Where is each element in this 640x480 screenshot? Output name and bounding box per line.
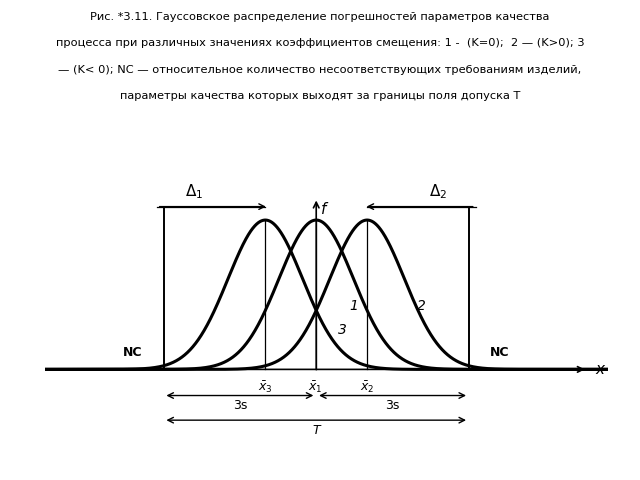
Text: 3: 3 <box>337 323 346 336</box>
Text: 3s: 3s <box>385 399 400 412</box>
Text: T: T <box>312 424 320 437</box>
Text: $\bar{x}_3$: $\bar{x}_3$ <box>258 379 273 395</box>
Text: f: f <box>321 202 326 217</box>
Text: $\Delta_1$: $\Delta_1$ <box>185 182 204 201</box>
Text: $\bar{x}_1$: $\bar{x}_1$ <box>308 379 322 395</box>
Text: 2: 2 <box>417 299 426 312</box>
Text: 3s: 3s <box>233 399 247 412</box>
Text: параметры качества которых выходят за границы поля допуска T: параметры качества которых выходят за гр… <box>120 91 520 101</box>
Text: NC: NC <box>490 346 509 359</box>
Text: x: x <box>596 362 605 377</box>
Text: $\bar{x}_2$: $\bar{x}_2$ <box>360 379 374 395</box>
Text: $\Delta_2$: $\Delta_2$ <box>429 182 447 201</box>
Text: — (K< 0); NC — относительное количество несоответствующих требованиям изделий,: — (K< 0); NC — относительное количество … <box>58 65 582 75</box>
Text: процесса при различных значениях коэффициентов смещения: 1 -  (K=0);  2 — (K>0);: процесса при различных значениях коэффиц… <box>56 38 584 48</box>
Text: Рис. *3.11. Гауссовское распределение погрешностей параметров качества: Рис. *3.11. Гауссовское распределение по… <box>90 12 550 22</box>
Text: NC: NC <box>124 346 143 359</box>
Text: 1: 1 <box>349 299 358 312</box>
